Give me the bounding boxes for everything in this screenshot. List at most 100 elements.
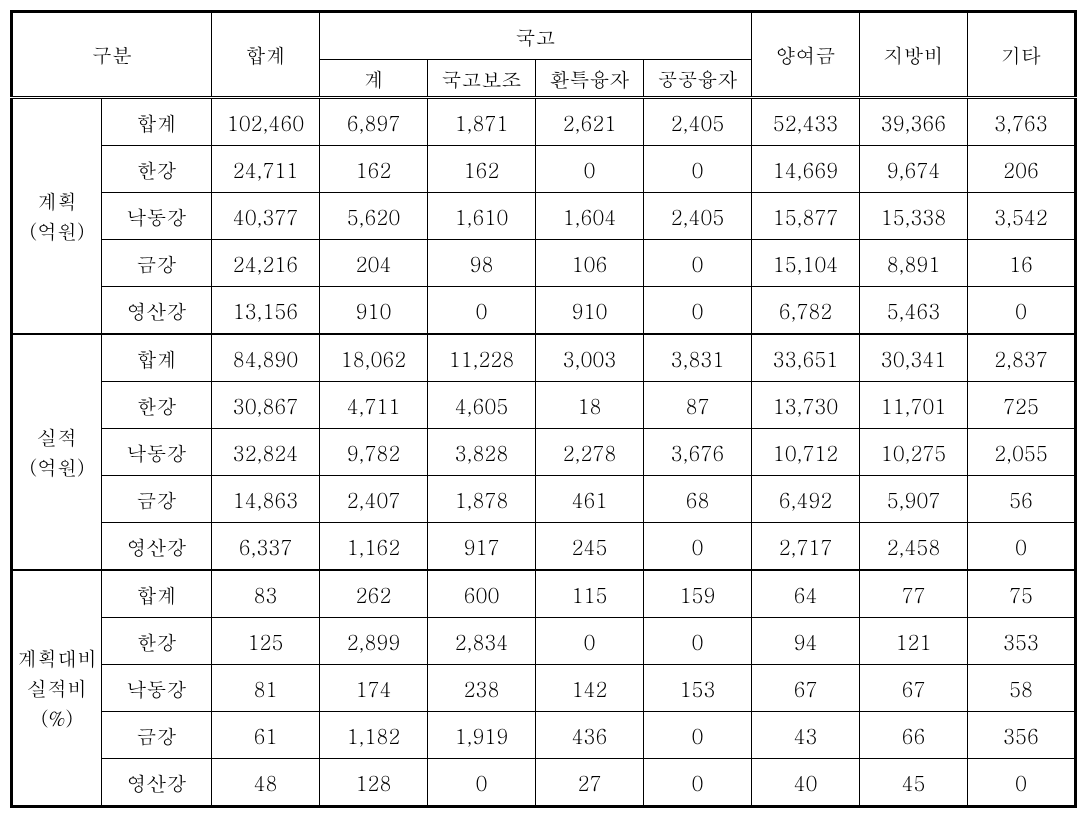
- cell: 1,610: [428, 193, 536, 240]
- cell: 3,676: [644, 429, 752, 476]
- table-row: 금강24,21620498106015,1048,89116: [12, 240, 1076, 287]
- row-sublabel: 영산강: [102, 759, 212, 807]
- cell: 18: [536, 382, 644, 429]
- table-row: 영산강6,3371,16291724502,7172,4580: [12, 523, 1076, 571]
- cell: 66: [860, 712, 968, 759]
- cell: 43: [752, 712, 860, 759]
- cell: 1,182: [320, 712, 428, 759]
- row-sublabel: 영산강: [102, 287, 212, 335]
- cell: 52,433: [752, 98, 860, 146]
- cell: 102,460: [212, 98, 320, 146]
- cell: 68: [644, 476, 752, 523]
- cell: 98: [428, 240, 536, 287]
- cell: 174: [320, 665, 428, 712]
- cell: 87: [644, 382, 752, 429]
- cell: 11,701: [860, 382, 968, 429]
- cell: 13,730: [752, 382, 860, 429]
- table-row: 실적(억원)합계84,89018,06211,2283,0033,83133,6…: [12, 334, 1076, 382]
- table-row: 한강1252,8992,8340094121353: [12, 618, 1076, 665]
- table-row: 금강611,1821,91943604366356: [12, 712, 1076, 759]
- cell: 9,782: [320, 429, 428, 476]
- cell: 353: [968, 618, 1076, 665]
- cell: 1,878: [428, 476, 536, 523]
- section-label: 계획대비실적비(%): [12, 570, 102, 807]
- cell: 64: [752, 570, 860, 618]
- table-row: 한강24,7111621620014,6699,674206: [12, 146, 1076, 193]
- cell: 67: [752, 665, 860, 712]
- cell: 0: [428, 759, 536, 807]
- cell: 24,216: [212, 240, 320, 287]
- cell: 27: [536, 759, 644, 807]
- cell: 600: [428, 570, 536, 618]
- cell: 2,405: [644, 193, 752, 240]
- cell: 128: [320, 759, 428, 807]
- hdr-envloan: 환특융자: [536, 60, 644, 98]
- cell: 2,055: [968, 429, 1076, 476]
- cell: 2,405: [644, 98, 752, 146]
- cell: 0: [428, 287, 536, 335]
- cell: 356: [968, 712, 1076, 759]
- hdr-category: 구분: [12, 12, 212, 98]
- hdr-treasury-group: 국고: [320, 12, 752, 60]
- cell: 24,711: [212, 146, 320, 193]
- cell: 13,156: [212, 287, 320, 335]
- row-sublabel: 합계: [102, 334, 212, 382]
- cell: 77: [860, 570, 968, 618]
- cell: 0: [644, 287, 752, 335]
- cell: 0: [644, 712, 752, 759]
- cell: 15,104: [752, 240, 860, 287]
- hdr-subsidy: 국고보조: [428, 60, 536, 98]
- cell: 39,366: [860, 98, 968, 146]
- cell: 10,275: [860, 429, 968, 476]
- cell: 6,897: [320, 98, 428, 146]
- cell: 206: [968, 146, 1076, 193]
- hdr-grant: 양여금: [752, 12, 860, 98]
- cell: 2,717: [752, 523, 860, 571]
- cell: 40: [752, 759, 860, 807]
- cell: 32,824: [212, 429, 320, 476]
- cell: 0: [536, 618, 644, 665]
- cell: 15,877: [752, 193, 860, 240]
- cell: 1,919: [428, 712, 536, 759]
- cell: 910: [320, 287, 428, 335]
- cell: 262: [320, 570, 428, 618]
- cell: 3,831: [644, 334, 752, 382]
- cell: 245: [536, 523, 644, 571]
- row-sublabel: 한강: [102, 146, 212, 193]
- cell: 48: [212, 759, 320, 807]
- row-sublabel: 낙동강: [102, 193, 212, 240]
- row-sublabel: 한강: [102, 618, 212, 665]
- cell: 2,458: [860, 523, 968, 571]
- cell: 56: [968, 476, 1076, 523]
- cell: 15,338: [860, 193, 968, 240]
- cell: 30,341: [860, 334, 968, 382]
- cell: 436: [536, 712, 644, 759]
- table-row: 계획(억원)합계102,4606,8971,8712,6212,40552,43…: [12, 98, 1076, 146]
- cell: 0: [968, 287, 1076, 335]
- cell: 0: [644, 146, 752, 193]
- cell: 910: [536, 287, 644, 335]
- cell: 725: [968, 382, 1076, 429]
- cell: 0: [644, 618, 752, 665]
- cell: 1,871: [428, 98, 536, 146]
- cell: 94: [752, 618, 860, 665]
- cell: 75: [968, 570, 1076, 618]
- table-row: 영산강13,156910091006,7825,4630: [12, 287, 1076, 335]
- cell: 11,228: [428, 334, 536, 382]
- cell: 3,763: [968, 98, 1076, 146]
- cell: 67: [860, 665, 968, 712]
- cell: 1,162: [320, 523, 428, 571]
- cell: 81: [212, 665, 320, 712]
- budget-table: 구분 합계 국고 양여금 지방비 기타 계 국고보조 환특융자 공공융자 계획(…: [10, 10, 1077, 808]
- cell: 2,278: [536, 429, 644, 476]
- cell: 125: [212, 618, 320, 665]
- cell: 45: [860, 759, 968, 807]
- cell: 4,711: [320, 382, 428, 429]
- hdr-treasury-sub: 계: [320, 60, 428, 98]
- cell: 162: [320, 146, 428, 193]
- cell: 10,712: [752, 429, 860, 476]
- cell: 6,492: [752, 476, 860, 523]
- table-row: 낙동강40,3775,6201,6101,6042,40515,87715,33…: [12, 193, 1076, 240]
- hdr-local: 지방비: [860, 12, 968, 98]
- cell: 33,651: [752, 334, 860, 382]
